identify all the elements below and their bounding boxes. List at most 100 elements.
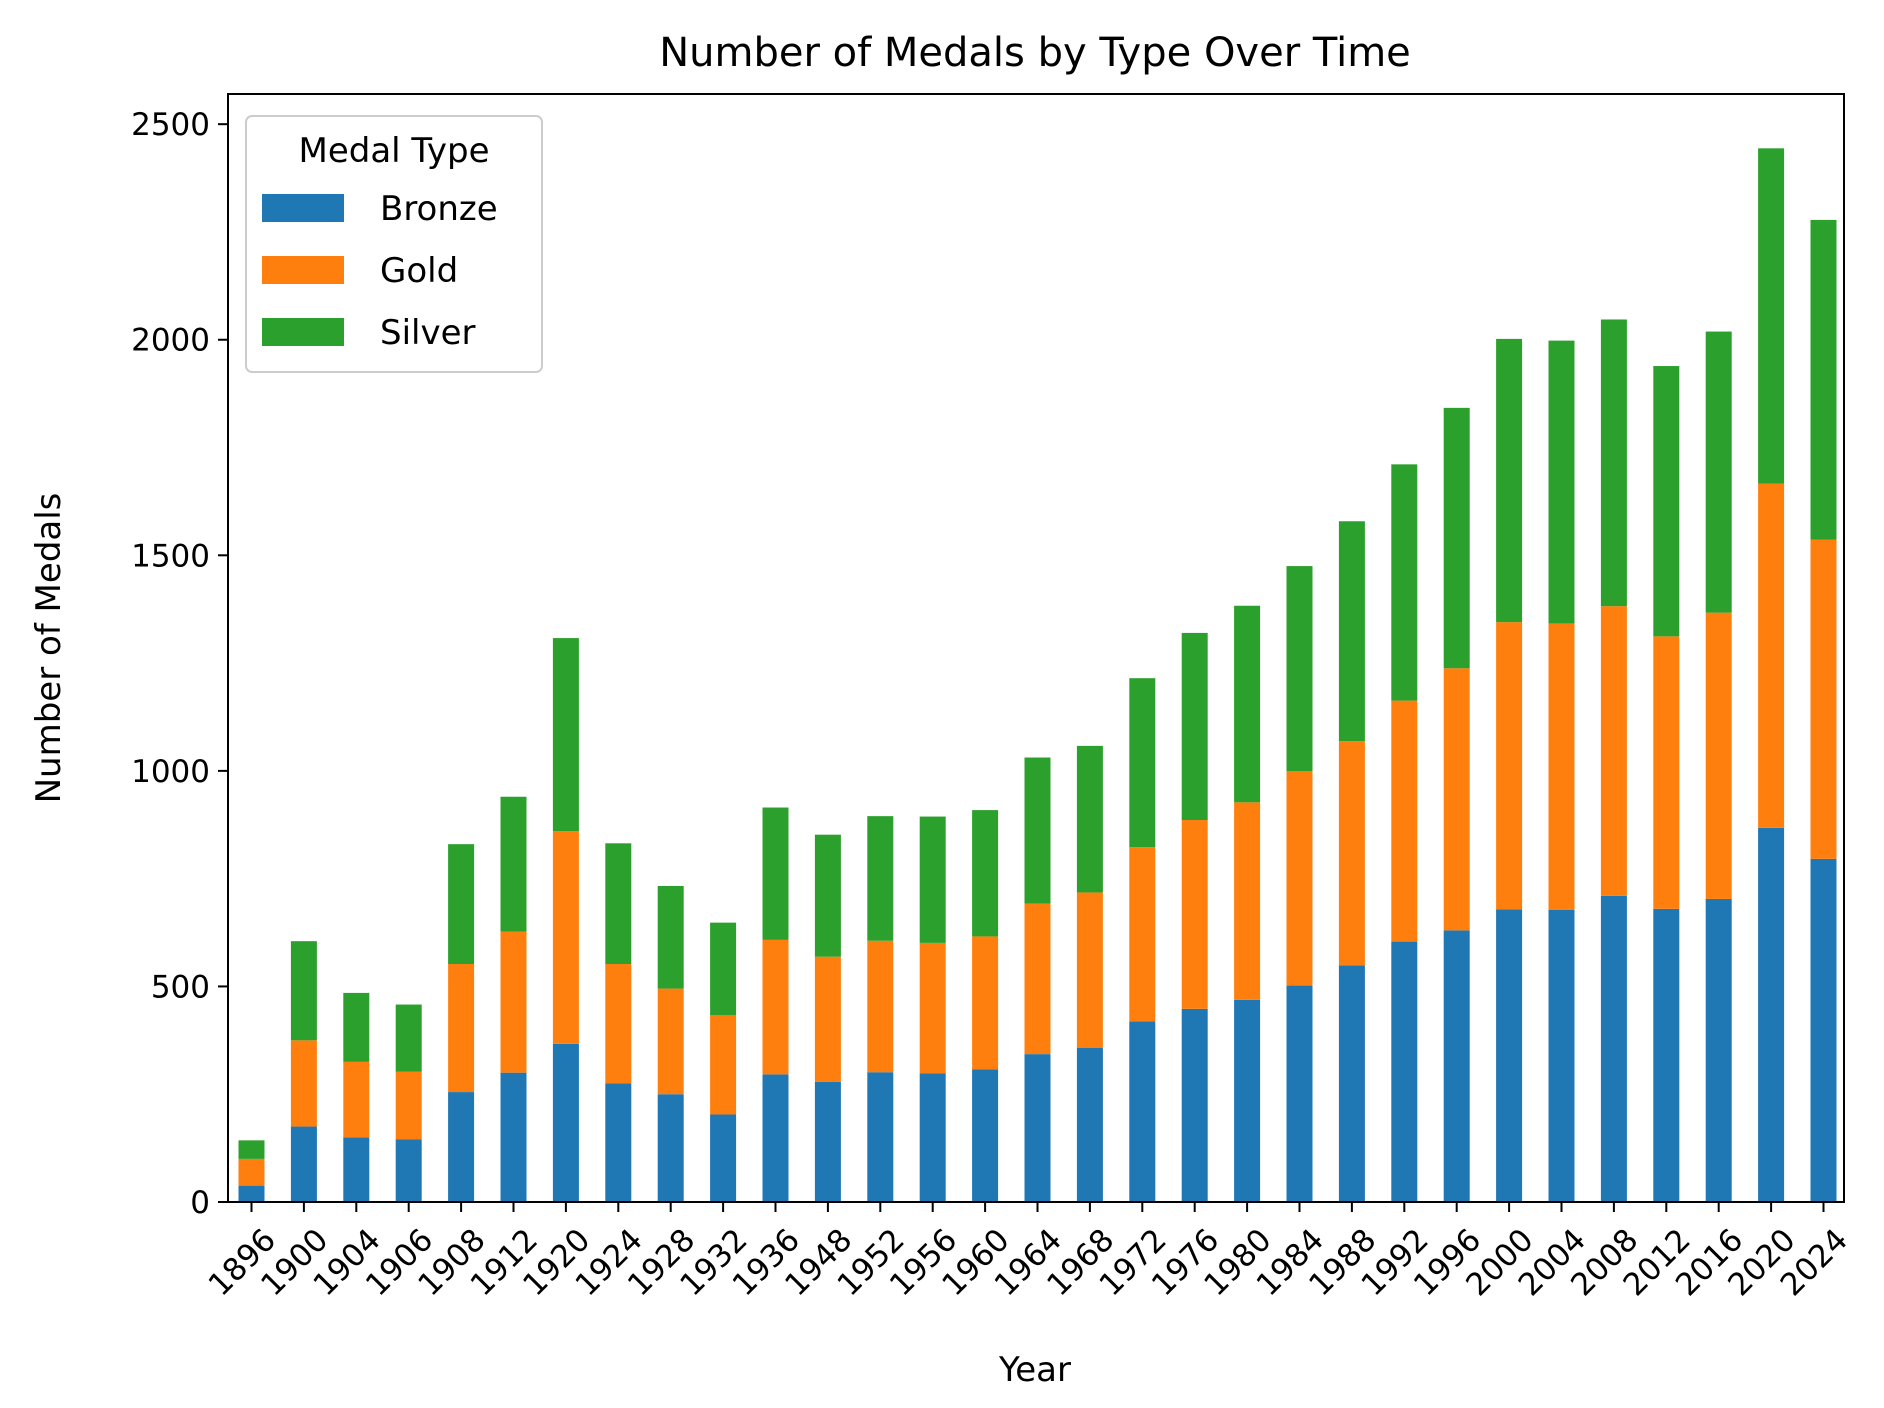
bar-gold-1952 — [867, 940, 894, 1073]
bar-gold-1976 — [1181, 820, 1208, 1009]
y-tick-label: 2000 — [131, 323, 210, 359]
bar-silver-1904 — [343, 992, 370, 1062]
bars-layer — [238, 148, 1837, 1202]
bar-silver-1912 — [500, 796, 527, 932]
y-axis: 0 500 1000 1500 2000 2500 — [131, 107, 228, 1221]
bar-bronze-1980 — [1234, 999, 1261, 1202]
bar-gold-1956 — [919, 942, 946, 1074]
legend-label-silver: Silver — [380, 313, 476, 353]
legend-title: Medal Type — [298, 131, 489, 171]
bar-silver-1936 — [762, 807, 789, 940]
bar-silver-1956 — [919, 816, 946, 943]
bar-gold-2004 — [1548, 623, 1575, 910]
bar-gold-1896 — [238, 1158, 265, 1186]
bar-silver-2020 — [1758, 148, 1785, 484]
legend-label-gold: Gold — [380, 251, 458, 291]
bar-gold-2012 — [1653, 636, 1680, 909]
bar-bronze-1900 — [290, 1126, 317, 1202]
bar-silver-1924 — [605, 843, 632, 965]
bar-bronze-1972 — [1129, 1021, 1156, 1202]
bar-bronze-1988 — [1338, 965, 1365, 1202]
bar-gold-1912 — [500, 931, 527, 1073]
legend-swatch-bronze — [262, 194, 344, 222]
bar-bronze-1952 — [867, 1072, 894, 1202]
bar-bronze-1908 — [448, 1092, 475, 1202]
plot-frame — [227, 93, 1845, 1203]
bar-silver-1948 — [814, 834, 841, 957]
bar-gold-1988 — [1338, 741, 1365, 966]
bar-silver-1920 — [552, 638, 579, 832]
bar-silver-1984 — [1286, 566, 1313, 772]
bar-gold-1936 — [762, 939, 789, 1075]
bar-gold-1900 — [290, 1040, 317, 1127]
bar-silver-1988 — [1338, 521, 1365, 742]
bar-gold-2016 — [1705, 612, 1732, 899]
bar-bronze-1932 — [710, 1114, 737, 1202]
bar-bronze-2024 — [1810, 858, 1837, 1202]
bar-gold-1984 — [1286, 771, 1313, 986]
bar-bronze-1924 — [605, 1083, 632, 1202]
bar-gold-1920 — [552, 831, 579, 1044]
bar-bronze-1928 — [657, 1094, 684, 1202]
legend-swatch-gold — [262, 256, 344, 284]
bar-gold-2008 — [1600, 606, 1627, 896]
bar-gold-1904 — [343, 1061, 370, 1138]
bar-bronze-1960 — [972, 1069, 999, 1202]
bar-silver-1968 — [1076, 745, 1103, 893]
x-axis: 1896190019041906190819121920192419281932… — [202, 1202, 1855, 1303]
y-tick-label: 2500 — [131, 107, 210, 143]
bar-silver-1980 — [1234, 605, 1261, 803]
bar-bronze-1906 — [395, 1139, 422, 1202]
bar-silver-1972 — [1129, 678, 1156, 848]
bar-silver-2024 — [1810, 219, 1837, 540]
bar-silver-1908 — [448, 844, 475, 965]
y-axis-label: Number of Medals — [29, 493, 69, 804]
bar-silver-1996 — [1443, 407, 1470, 669]
bar-bronze-1968 — [1076, 1047, 1103, 1202]
bar-silver-1896 — [238, 1140, 265, 1159]
bar-gold-1948 — [814, 956, 841, 1082]
bar-bronze-1956 — [919, 1073, 946, 1202]
bar-silver-2016 — [1705, 331, 1732, 613]
bar-bronze-2012 — [1653, 908, 1680, 1202]
bar-bronze-1976 — [1181, 1008, 1208, 1202]
y-tick-label: 1000 — [131, 754, 210, 790]
bar-bronze-2000 — [1496, 909, 1523, 1202]
bar-bronze-2016 — [1705, 898, 1732, 1202]
bar-silver-2012 — [1653, 366, 1680, 637]
bar-gold-1960 — [972, 936, 999, 1070]
bar-gold-1964 — [1024, 903, 1051, 1055]
bar-gold-2024 — [1810, 539, 1837, 859]
bar-silver-2000 — [1496, 338, 1523, 623]
bar-silver-2004 — [1548, 340, 1575, 624]
bar-bronze-1936 — [762, 1074, 789, 1202]
bar-bronze-2004 — [1548, 909, 1575, 1202]
bar-silver-1960 — [972, 810, 999, 937]
bar-silver-1976 — [1181, 632, 1208, 821]
bar-gold-1992 — [1391, 700, 1418, 942]
bar-gold-2020 — [1758, 483, 1785, 828]
bar-gold-1924 — [605, 964, 632, 1084]
bar-silver-1964 — [1024, 757, 1051, 904]
bar-gold-1928 — [657, 988, 684, 1095]
bar-bronze-1996 — [1443, 930, 1470, 1202]
bar-bronze-1948 — [814, 1081, 841, 1202]
bar-gold-1968 — [1076, 892, 1103, 1048]
bar-silver-1932 — [710, 922, 737, 1016]
bar-bronze-1964 — [1024, 1054, 1051, 1202]
bar-bronze-1984 — [1286, 985, 1313, 1202]
bar-gold-2000 — [1496, 622, 1523, 910]
chart-title: Number of Medals by Type Over Time — [659, 30, 1411, 76]
bar-bronze-2020 — [1758, 827, 1785, 1202]
bar-gold-1908 — [448, 964, 475, 1093]
bar-gold-1980 — [1234, 802, 1261, 1000]
bar-bronze-1920 — [552, 1043, 579, 1202]
bar-gold-1906 — [395, 1071, 422, 1140]
bar-silver-1992 — [1391, 464, 1418, 701]
bar-bronze-1896 — [238, 1185, 265, 1202]
bar-bronze-2008 — [1600, 895, 1627, 1202]
legend-swatch-silver — [262, 318, 344, 346]
legend: Medal Type Bronze Gold Silver — [245, 115, 543, 373]
y-tick-label: 0 — [190, 1185, 210, 1221]
bar-gold-1996 — [1443, 668, 1470, 931]
